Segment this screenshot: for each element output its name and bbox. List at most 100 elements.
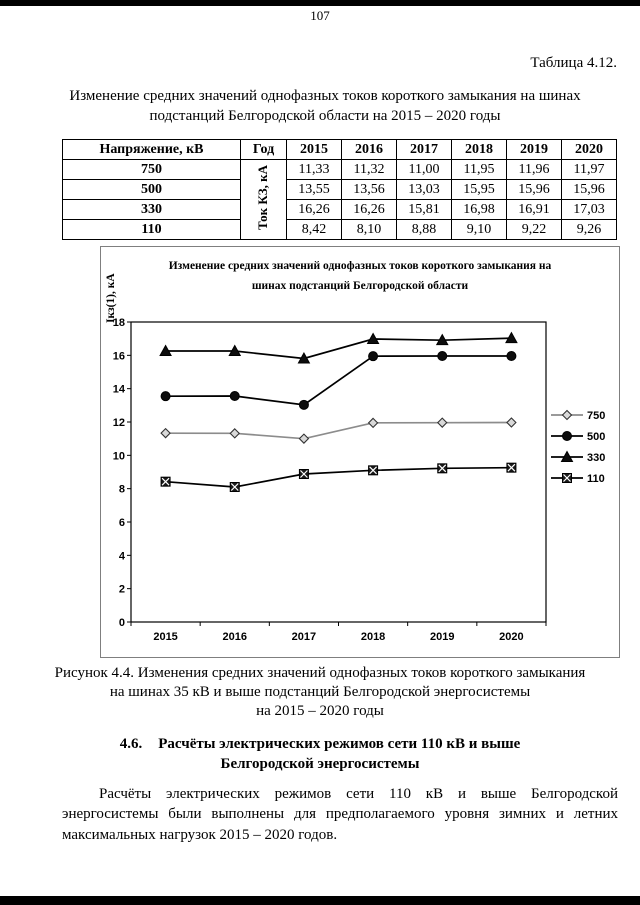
table-row-330: 330 16,26 16,26 15,81 16,98 16,91 17,03 xyxy=(62,199,617,220)
series-marker-110-x2 xyxy=(369,466,378,475)
voltage-cell: 500 xyxy=(62,179,241,200)
y-tick-label: 8 xyxy=(119,484,125,496)
value-cell: 13,55 xyxy=(286,179,342,200)
series-marker-500 xyxy=(437,351,448,361)
x-tick-label: 2015 xyxy=(153,631,177,643)
figure-caption-line1: Рисунок 4.4. Изменения средних значений … xyxy=(54,665,586,681)
value-cell: 16,26 xyxy=(341,199,397,220)
value-cell: 9,10 xyxy=(451,219,507,240)
legend-marker-500 xyxy=(562,431,572,441)
figure-caption-line3: на 2015 – 2020 годы xyxy=(256,703,384,720)
figure-caption-line2: на шинах 35 кВ и выше подстанций Белгоро… xyxy=(109,684,531,701)
section-number: 4.6. xyxy=(119,736,143,752)
y-tick-label: 18 xyxy=(113,317,125,329)
voltage-cell: 110 xyxy=(62,219,241,240)
y-tick-label: 10 xyxy=(113,450,125,462)
table-title: Изменение средних значений однофазных то… xyxy=(55,86,595,127)
value-cell: 16,98 xyxy=(451,199,507,220)
series-marker-500 xyxy=(368,351,379,362)
series-marker-330 xyxy=(366,332,380,344)
value-cell: 15,96 xyxy=(561,179,617,200)
column-header-year-2016: 2016 xyxy=(341,139,397,160)
value-cell: 13,56 xyxy=(341,179,397,200)
table-row-750: 750 Ток КЗ, кА 11,33 11,32 11,00 11,95 11,96 11… xyxy=(62,159,617,240)
legend-marker-750 xyxy=(561,409,573,421)
voltage-cell: 330 xyxy=(62,199,241,220)
y-tick-label: 16 xyxy=(113,350,125,362)
figure-caption: Рисунок 4.4. Изменения средних значений … xyxy=(40,664,600,722)
x-tick-label: 2017 xyxy=(292,631,316,643)
column-header-year-2015: 2015 xyxy=(286,139,342,160)
series-marker-750 xyxy=(436,417,448,428)
table-body: 750 Ток КЗ, кА 11,33 11,32 11,00 11,95 11,96 11… xyxy=(62,159,617,240)
column-header-year-2017: 2017 xyxy=(396,139,452,160)
legend-label-110: 110 xyxy=(587,473,605,485)
value-cell: 11,97 xyxy=(561,159,617,180)
series-line-500 xyxy=(165,355,512,406)
value-cell: 8,10 xyxy=(341,219,397,240)
value-cell: 11,32 xyxy=(341,159,397,180)
series-marker-110-x2 xyxy=(161,477,170,486)
scan-artifact-top-bar xyxy=(0,0,640,6)
legend-marker-110-x2 xyxy=(563,474,571,482)
y-tick-label: 14 xyxy=(113,384,126,396)
chart-figure: 0 2 4 6 8 10 12 14 16 18 2015 2016 2017 2018 2019 2020 7… xyxy=(100,246,620,658)
value-cell: 15,96 xyxy=(506,179,562,200)
table-row-500: 500 13,55 13,56 13,03 15,95 15,96 15,96 xyxy=(62,179,617,200)
chart-title-line1: Изменение средних значений однофазных то… xyxy=(168,260,552,272)
value-cell: 8,88 xyxy=(396,219,452,240)
table-title-line1: Изменение средних значений однофазных то… xyxy=(69,88,581,104)
y-tick-label: 2 xyxy=(119,584,125,596)
series-marker-330 xyxy=(228,344,242,356)
value-cell: 11,95 xyxy=(451,159,507,180)
legend-label-330: 330 xyxy=(587,452,605,464)
scan-artifact-bottom-bar xyxy=(0,896,640,905)
section-heading: 4.6. Расчёты электрических режимов сети 1… xyxy=(40,735,600,774)
rotated-current-label: Ток КЗ, кА xyxy=(255,164,271,230)
series-marker-110-x2 xyxy=(299,470,308,478)
series-line-330 xyxy=(165,337,512,360)
section-heading-line1: 4.6. Расчёты электрических режимов сети 1… xyxy=(40,735,600,755)
series-marker-500 xyxy=(160,391,171,402)
table-row-110: 110 8,42 8,10 8,88 9,10 9,22 9,26 xyxy=(62,219,617,240)
legend-marker-330 xyxy=(560,450,574,462)
y-tick-label: 12 xyxy=(113,417,125,429)
series-marker-750 xyxy=(229,428,241,439)
y-tick-label: 0 xyxy=(119,617,125,629)
value-cell: 11,96 xyxy=(506,159,562,180)
series-marker-500 xyxy=(506,351,517,361)
series-marker-750 xyxy=(506,417,517,428)
table-label: Таблица 4.12. xyxy=(530,55,617,71)
value-cell: 9,22 xyxy=(506,219,562,240)
y-tick-label: 6 xyxy=(119,517,125,529)
series-marker-110-x2 xyxy=(438,464,447,473)
x-tick-label: 2020 xyxy=(499,631,523,643)
series-marker-750 xyxy=(298,433,310,444)
table-header-row: Напряжение, кВ Год 2015 2016 2017 2018 2019 2… xyxy=(62,139,617,160)
value-cell: 17,03 xyxy=(561,199,617,220)
column-header-voltage: Напряжение, кВ xyxy=(62,139,241,160)
column-header-year-2018: 2018 xyxy=(451,139,507,160)
value-cell: 11,00 xyxy=(396,159,452,180)
chart-title-line2: шинах подстанций Белгородской области xyxy=(251,279,469,292)
series-marker-750 xyxy=(160,427,171,439)
column-header-year-2020: 2020 xyxy=(561,139,617,160)
chart-y-axis-label: Iкз(1), кА xyxy=(105,273,117,323)
value-cell: 15,81 xyxy=(396,199,452,220)
column-header-year: Год xyxy=(240,139,287,160)
series-marker-500 xyxy=(229,391,240,401)
series-marker-110-x2 xyxy=(230,483,239,491)
x-tick-label: 2018 xyxy=(361,631,385,643)
series-marker-110-x2 xyxy=(507,463,516,472)
chart-canvas: 0 2 4 6 8 10 12 14 16 18 2015 2016 2017 2018 2019 2020 7… xyxy=(113,317,606,643)
series-marker-750 xyxy=(367,417,379,429)
body-paragraph: Расчёты электрических режимов сети 110 к… xyxy=(62,786,618,843)
series-marker-330 xyxy=(435,333,449,346)
series-marker-500 xyxy=(298,399,309,410)
x-tick-label: 2019 xyxy=(430,631,454,643)
series-line-750 xyxy=(165,421,512,440)
value-cell: 8,42 xyxy=(286,219,342,240)
y-tick-label: 4 xyxy=(119,550,126,562)
current-label-cell: Ток КЗ, кА xyxy=(240,159,287,240)
value-cell: 16,26 xyxy=(286,199,342,220)
